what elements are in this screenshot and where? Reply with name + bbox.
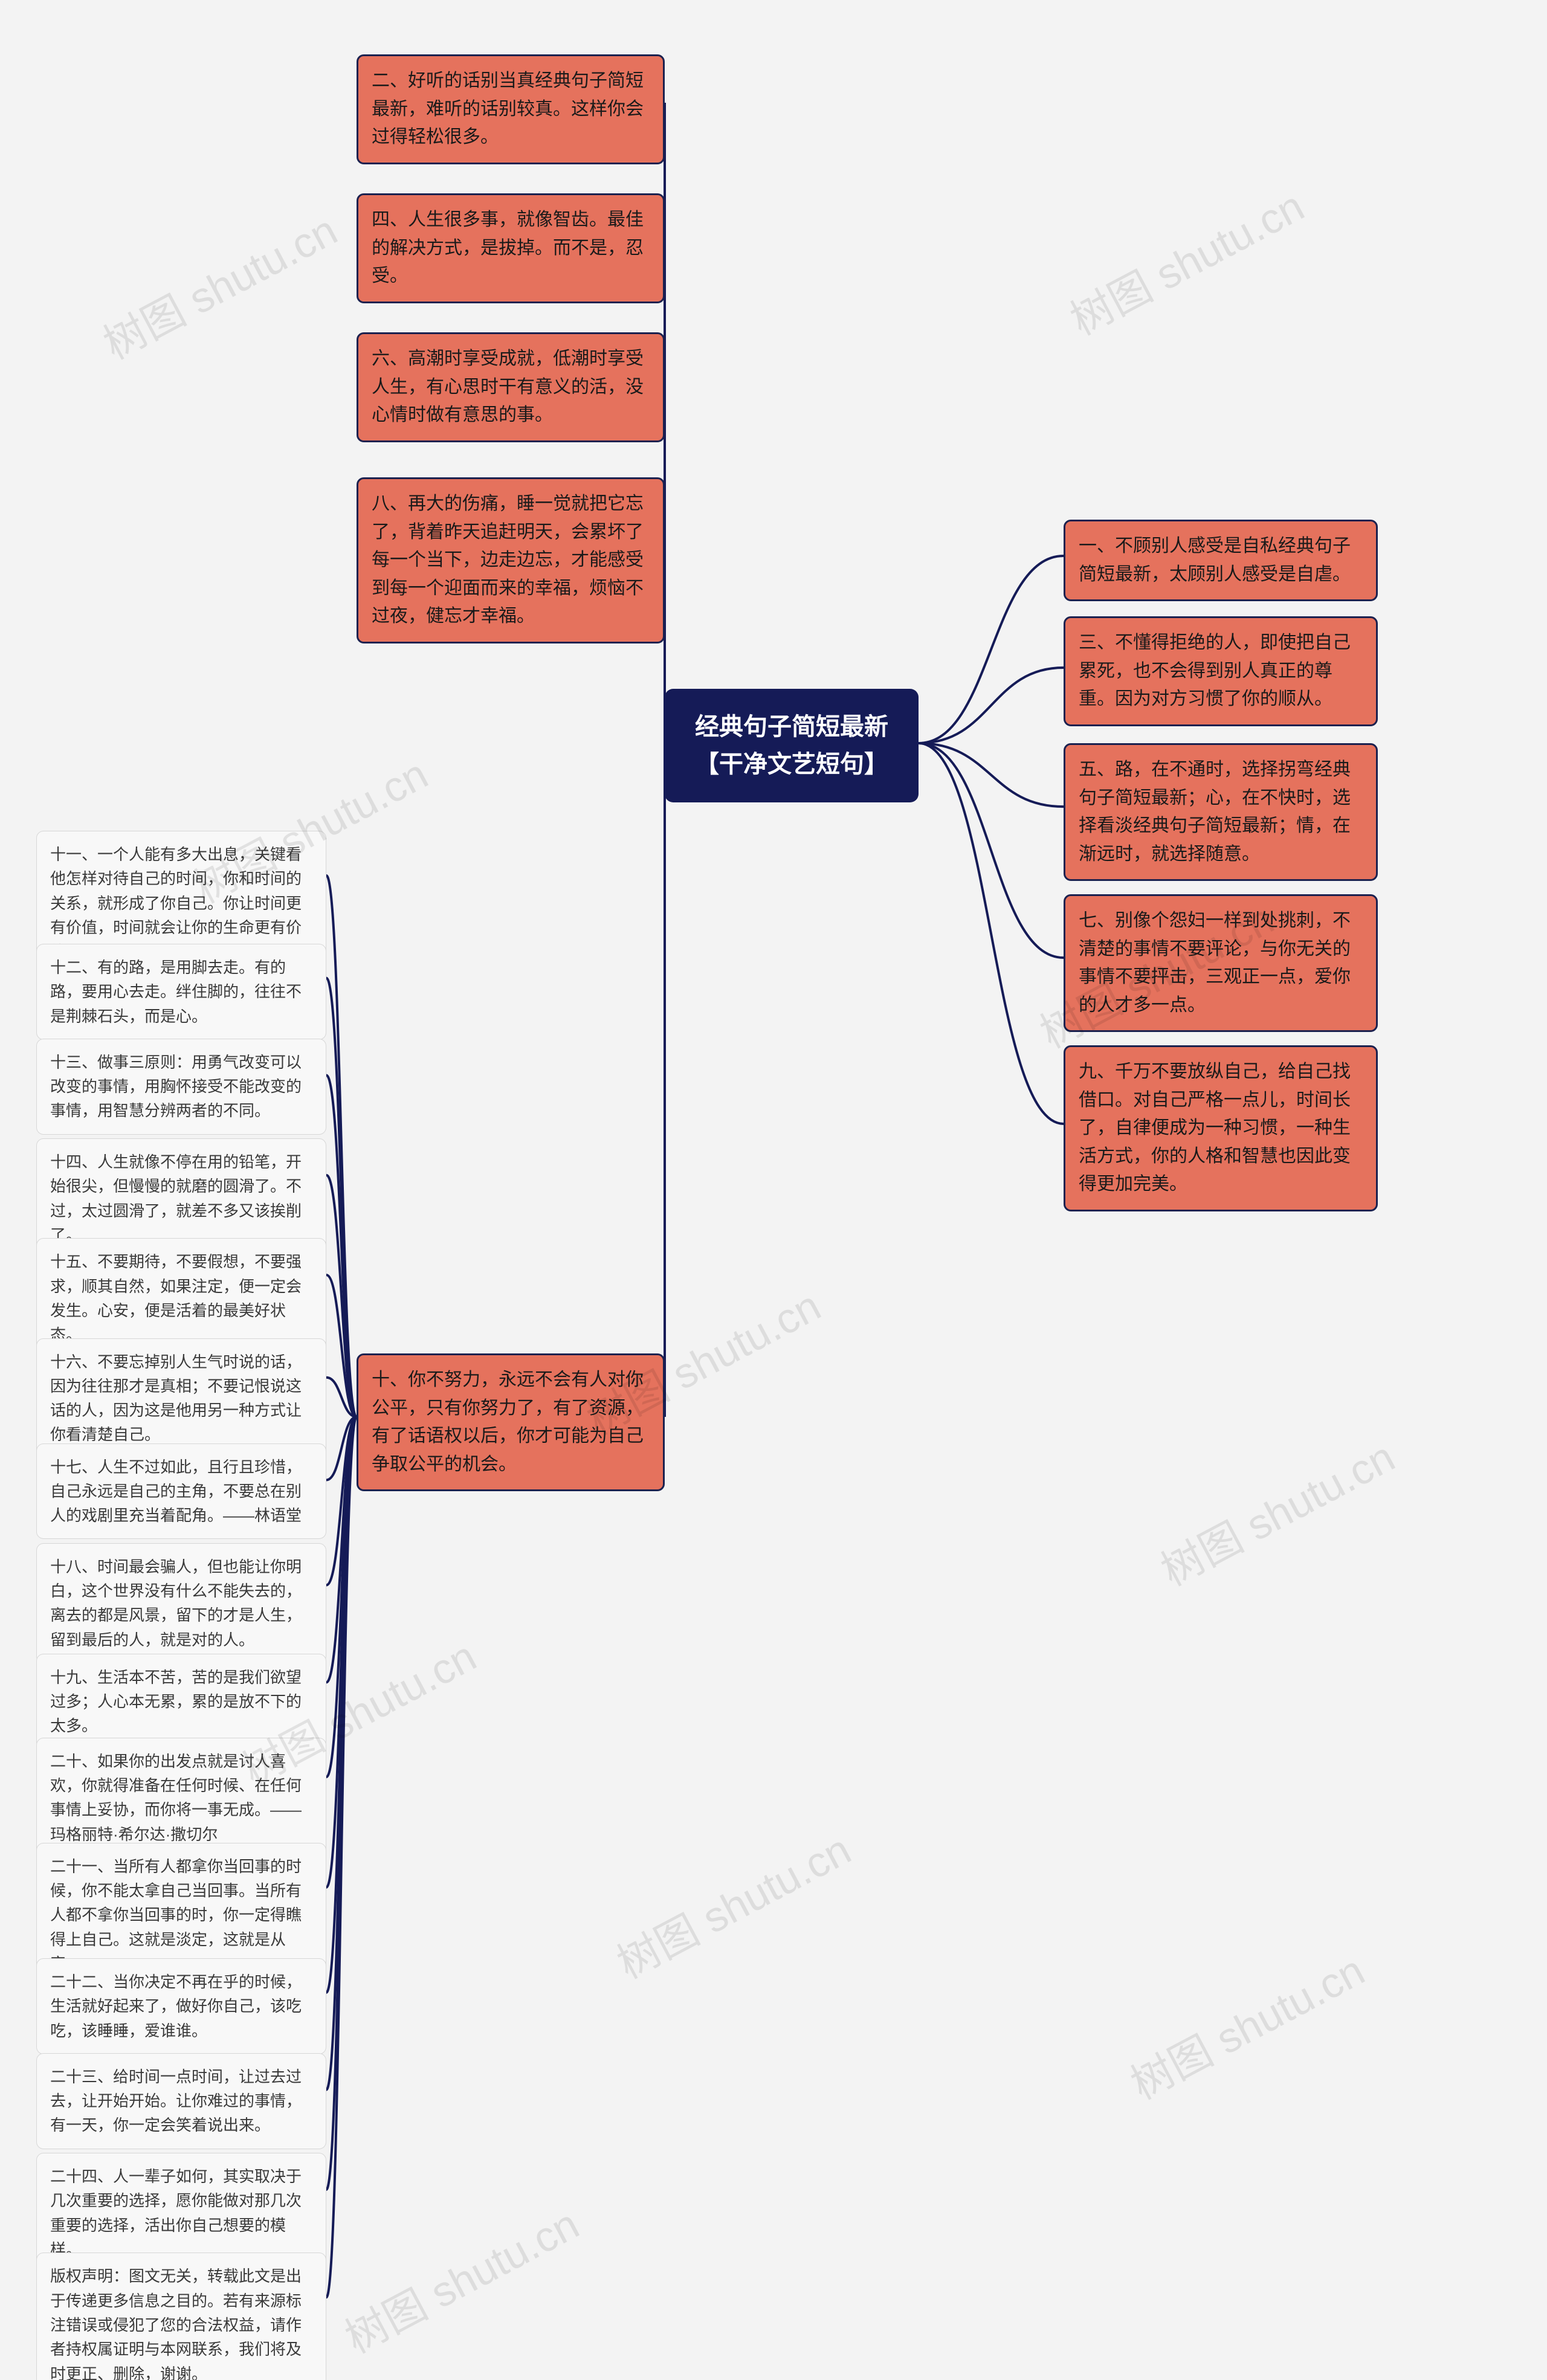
right-node-r3: 三、不懂得拒绝的人，即使把自己累死，也不会得到别人真正的尊重。因为对方习惯了你的…: [1064, 616, 1378, 726]
right-node-r1: 一、不顾别人感受是自私经典句子简短最新，太顾别人感受是自虐。: [1064, 520, 1378, 601]
gray-node-g23: 二十三、给时间一点时间，让过去过去，让开始开始。让你难过的事情，有一天，你一定会…: [36, 2053, 326, 2149]
gray-node-g16: 十六、不要忘掉别人生气时说的话，因为往往那才是真相；不要记恨说这话的人，因为这是…: [36, 1338, 326, 1459]
gray-node-g18: 十八、时间最会骗人，但也能让你明白，这个世界没有什么不能失去的，离去的都是风景，…: [36, 1543, 326, 1663]
left-node-l10: 十、你不努力，永远不会有人对你公平，只有你努力了，有了资源，有了话语权以后，你才…: [357, 1353, 665, 1491]
gray-node-g22: 二十二、当你决定不再在乎的时候，生活就好起来了，做好你自己，该吃吃，该睡睡，爱谁…: [36, 1958, 326, 2054]
gray-node-g13: 十三、做事三原则：用勇气改变可以改变的事情，用胸怀接受不能改变的事情，用智慧分辨…: [36, 1039, 326, 1135]
gray-node-g12: 十二、有的路，是用脚去走。有的路，要用心去走。绊住脚的，往往不是荆棘石头，而是心…: [36, 944, 326, 1040]
center-node: 经典句子简短最新【干净文艺短句】: [665, 689, 919, 802]
watermark: 树图 shutu.cn: [1058, 173, 1313, 347]
left-node-l4: 四、人生很多事，就像智齿。最佳的解决方式，是拔掉。而不是，忍受。: [357, 193, 665, 303]
gray-node-g17: 十七、人生不过如此，且行且珍惜，自己永远是自己的主角，不要总在别人的戏剧里充当着…: [36, 1443, 326, 1540]
gray-node-g20: 二十、如果你的出发点就是讨人喜欢，你就得准备在任何时候、在任何事情上妥协，而你将…: [36, 1738, 326, 1858]
gray-node-g19: 十九、生活本不苦，苦的是我们欲望过多；人心本无累，累的是放不下的太多。: [36, 1654, 326, 1750]
left-node-l2: 二、好听的话别当真经典句子简短最新，难听的话别较真。这样你会过得轻松很多。: [357, 54, 665, 164]
right-node-r7: 七、别像个怨妇一样到处挑刺，不清楚的事情不要评论，与你无关的事情不要抨击，三观正…: [1064, 894, 1378, 1032]
right-node-r5: 五、路，在不通时，选择拐弯经典句子简短最新；心，在不快时，选择看淡经典句子简短最…: [1064, 743, 1378, 881]
left-node-l8: 八、再大的伤痛，睡一觉就把它忘了，背着昨天追赶明天，会累坏了每一个当下，边走边忘…: [357, 477, 665, 643]
mindmap-canvas: 经典句子简短最新【干净文艺短句】 一、不顾别人感受是自私经典句子简短最新，太顾别人…: [0, 0, 1547, 2380]
gray-node-gcr: 版权声明：图文无关，转载此文是出于传递更多信息之目的。若有来源标注错误或侵犯了您…: [36, 2253, 326, 2380]
watermark: 树图 shutu.cn: [91, 197, 346, 371]
right-node-r9: 九、千万不要放纵自己，给自己找借口。对自己严格一点儿，时间长了，自律便成为一种习…: [1064, 1045, 1378, 1211]
watermark: 树图 shutu.cn: [1149, 1424, 1404, 1598]
watermark: 树图 shutu.cn: [1119, 1937, 1374, 2111]
watermark: 树图 shutu.cn: [333, 2191, 588, 2365]
left-node-l6: 六、高潮时享受成就，低潮时享受人生，有心思时干有意义的活，没心情时做有意思的事。: [357, 332, 665, 442]
watermark: 树图 shutu.cn: [605, 1816, 860, 1990]
